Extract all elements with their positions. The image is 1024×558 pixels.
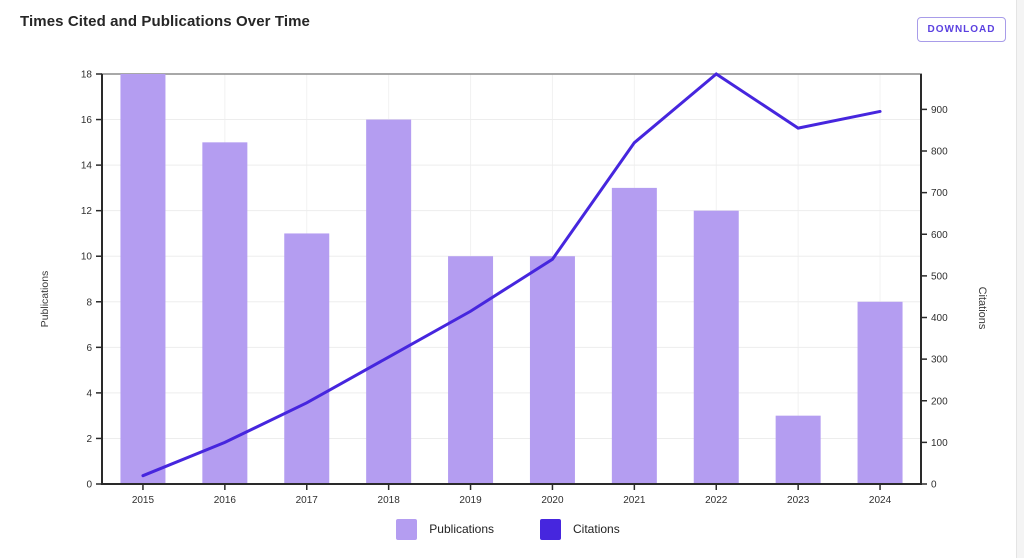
page-title: Times Cited and Publications Over Time	[20, 13, 310, 30]
chart-canvas: 0 2 4 6 8 10 12 14 16 18 0 100 200 300 400 500 600 700 800…	[39, 70, 988, 507]
right-axis-tick-label: 800	[931, 147, 948, 158]
publications-bar-2022[interactable]	[693, 210, 739, 484]
right-axis-tick-label: 100	[931, 438, 948, 449]
left-axis-tick-label: 2	[86, 434, 92, 445]
x-axis-label-2019: 2019	[459, 495, 482, 506]
x-axis-label-2017: 2017	[296, 495, 319, 506]
right-axis-tick-label: 700	[931, 188, 948, 199]
chart-legend: Publications Citations	[0, 516, 1016, 542]
x-axis-label-2018: 2018	[378, 495, 401, 506]
download-button[interactable]: DOWNLOAD	[917, 17, 1006, 42]
publications-bar-2018[interactable]	[366, 119, 412, 485]
publications-bar-2020[interactable]	[529, 256, 575, 484]
right-axis-tick-label: 300	[931, 355, 948, 366]
left-axis-tick-label: 8	[86, 297, 92, 308]
publications-bar-2015[interactable]	[120, 74, 166, 484]
left-axis-tick-label: 6	[86, 343, 92, 354]
right-axis-tick-label: 600	[931, 230, 948, 241]
publications-bar-2024[interactable]	[857, 301, 903, 484]
legend-item-publications[interactable]: Publications	[396, 518, 495, 540]
left-axis-tick-label: 16	[81, 115, 93, 126]
x-axis-label-2021: 2021	[623, 495, 646, 506]
x-axis-label-2024: 2024	[869, 495, 892, 506]
left-axis-tick-label: 4	[86, 388, 92, 399]
publications-bar-2016[interactable]	[202, 142, 248, 484]
x-axis-label-2022: 2022	[705, 495, 728, 506]
left-axis-tick-label: 0	[86, 480, 92, 491]
right-axis-title: Citations	[976, 287, 988, 330]
publications-bar-2023[interactable]	[775, 415, 821, 484]
legend-item-citations[interactable]: Citations	[540, 518, 620, 540]
right-axis-tick-label: 200	[931, 396, 948, 407]
x-axis-label-2020: 2020	[541, 495, 564, 506]
right-axis-tick-label: 400	[931, 313, 948, 324]
page-background-edge	[1016, 0, 1024, 558]
legend-label: Publications	[429, 522, 495, 536]
publications-bar-2021[interactable]	[611, 187, 657, 484]
left-axis-tick-label: 18	[81, 70, 93, 81]
citations-line[interactable]	[141, 72, 882, 478]
left-axis-tick-label: 14	[81, 161, 93, 172]
left-axis-tick-label: 12	[81, 206, 93, 217]
x-axis-label-2023: 2023	[787, 495, 810, 506]
publications-swatch-icon	[396, 518, 418, 540]
citations-swatch-icon	[540, 518, 562, 540]
publications-bar-2017[interactable]	[284, 233, 330, 484]
publications-bar-2019[interactable]	[448, 256, 494, 484]
x-axis-label-2016: 2016	[214, 495, 237, 506]
legend-label: Citations	[573, 522, 620, 536]
left-axis-title: Publications	[39, 271, 51, 328]
right-axis-tick-label: 0	[931, 480, 937, 491]
right-axis-tick-label: 900	[931, 105, 948, 116]
right-axis-tick-label: 500	[931, 271, 948, 282]
x-axis-label-2015: 2015	[132, 495, 155, 506]
left-axis-tick-label: 10	[81, 252, 93, 263]
